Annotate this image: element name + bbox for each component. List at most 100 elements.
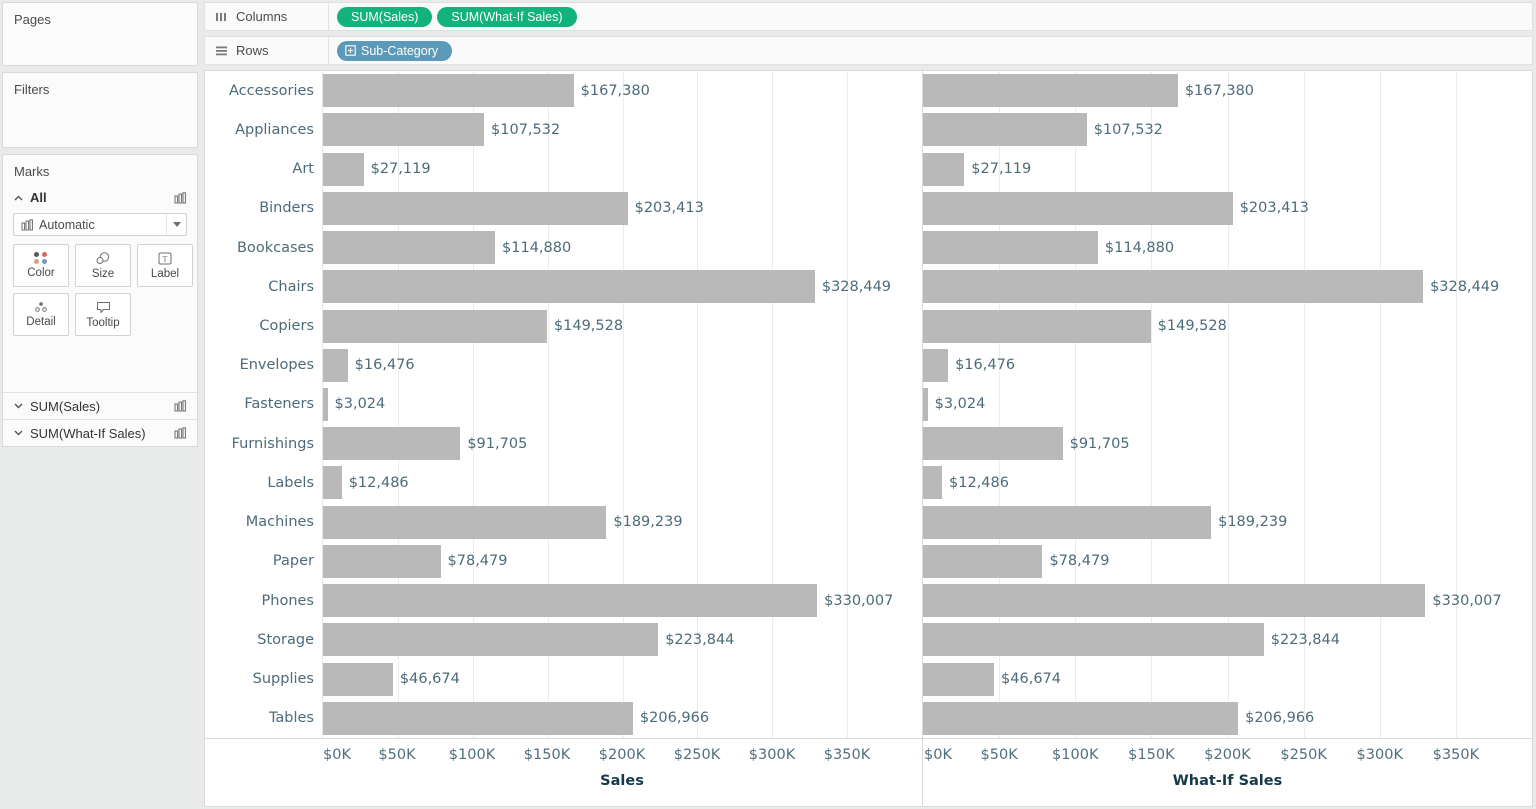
filters-title: Filters [14,82,50,97]
label-button[interactable]: T Label [137,244,193,287]
columns-icon [216,13,226,21]
bar-row: $328,449 [323,267,922,306]
bar[interactable] [323,348,348,382]
columns-shelf[interactable]: Columns SUM(Sales) SUM(What-If Sales) [204,2,1533,31]
bar[interactable] [323,152,364,186]
bar-value-label: $206,966 [639,710,710,727]
bar[interactable] [923,113,1087,147]
bar[interactable] [923,584,1426,618]
bar[interactable] [923,231,1098,265]
category-label[interactable]: Paper [272,553,314,570]
bar[interactable] [923,74,1178,108]
bar[interactable] [923,466,942,500]
bar-value-label: $189,239 [1218,514,1288,531]
axis-tick-label: $0K [924,747,952,763]
rows-shelf[interactable]: Rows Sub-Category [204,36,1533,65]
bar[interactable] [923,388,928,421]
bar[interactable] [323,544,441,578]
gridline [622,71,624,738]
bar-value-label: $328,449 [1430,278,1500,295]
category-label[interactable]: Binders [259,200,314,217]
bar[interactable] [923,270,1424,304]
category-label[interactable]: Machines [245,514,314,531]
bar-value-label: $149,528 [553,318,624,335]
category-label[interactable]: Phones [261,592,314,609]
category-label[interactable]: Tables [268,710,314,727]
pill-sub-category[interactable]: Sub-Category [337,40,453,61]
marks-card: Marks All Automatic Color Size T Label D… [2,154,198,447]
bar-value-label: $12,486 [348,474,409,491]
bar[interactable] [923,348,949,382]
pill-sum-sales[interactable]: SUM(Sales) [337,6,433,27]
bar[interactable] [323,584,818,618]
bar[interactable] [923,544,1043,578]
bar[interactable] [923,623,1264,657]
bar-value-label: $91,705 [1069,435,1130,452]
bar[interactable] [923,701,1239,735]
bar-row: $107,532 [323,110,922,149]
category-label[interactable]: Chairs [268,278,314,295]
bar[interactable] [323,74,574,108]
bar[interactable] [923,152,965,186]
category-label[interactable]: Accessories [229,82,314,99]
axis-tick-label: $250K [1280,747,1327,763]
bar[interactable] [323,309,547,343]
bar-row: $114,880 [323,228,922,267]
bar[interactable] [323,113,485,147]
bar-row: $206,966 [323,699,922,738]
bar[interactable] [323,427,461,461]
axis-tick-label: $150K [523,747,571,763]
axis-corner [205,738,322,806]
bar[interactable] [323,623,659,657]
bar-row: $167,380 [923,71,1532,110]
category-label[interactable]: Copiers [259,318,314,335]
category-label[interactable]: Art [292,161,314,178]
bar[interactable] [323,191,628,225]
category-label[interactable]: Storage [257,631,314,648]
bar-value-label: $189,239 [613,514,683,531]
bar-value-label: $206,966 [1245,710,1315,727]
bar[interactable] [923,505,1212,539]
mark-type-dropdown[interactable]: Automatic [13,213,187,236]
bar-row: $149,528 [323,306,922,345]
filters-shelf[interactable]: Filters [2,72,198,148]
color-button[interactable]: Color [13,244,69,287]
category-label[interactable]: Furnishings [231,435,314,452]
bar-row: $203,413 [323,189,922,228]
bar-chart-icon [21,218,33,230]
label-icon: T [158,252,172,264]
bar[interactable] [923,309,1151,343]
category-label[interactable]: Supplies [252,671,314,688]
category-labels: Accessories Appliances Art Binders Bookcases… [205,71,322,738]
bar[interactable] [923,427,1063,461]
bar[interactable] [323,270,815,304]
gridline [397,71,399,738]
bar-chart-icon [174,427,186,439]
marks-all-row[interactable]: All [3,183,197,211]
detail-button[interactable]: Detail [13,293,69,336]
bar[interactable] [323,701,633,735]
size-button[interactable]: Size [75,244,131,287]
category-label[interactable]: Labels [267,474,314,491]
category-label[interactable]: Appliances [235,121,314,138]
measure-card-whatif-sales[interactable]: SUM(What-If Sales) [3,419,197,446]
pill-sum-whatif-sales[interactable]: SUM(What-If Sales) [437,6,577,27]
bar-row: $16,476 [323,346,922,385]
category-label[interactable]: Bookcases [237,239,314,256]
bar[interactable] [323,505,607,539]
category-label[interactable]: Fasteners [244,396,314,413]
gridline [1379,71,1381,738]
bar[interactable] [923,191,1233,225]
bar[interactable] [323,388,328,421]
tooltip-button[interactable]: Tooltip [75,293,131,336]
dropdown-caret[interactable] [166,214,186,235]
bar[interactable] [323,662,393,696]
category-label[interactable]: Envelopes [239,357,314,374]
bar-value-label: $16,476 [955,357,1016,374]
bar[interactable] [323,466,342,500]
bar[interactable] [323,231,496,265]
measure-card-sales[interactable]: SUM(Sales) [3,392,197,419]
bar[interactable] [923,662,995,696]
pages-shelf[interactable]: Pages [2,2,198,66]
bar-row: $27,119 [323,149,922,188]
